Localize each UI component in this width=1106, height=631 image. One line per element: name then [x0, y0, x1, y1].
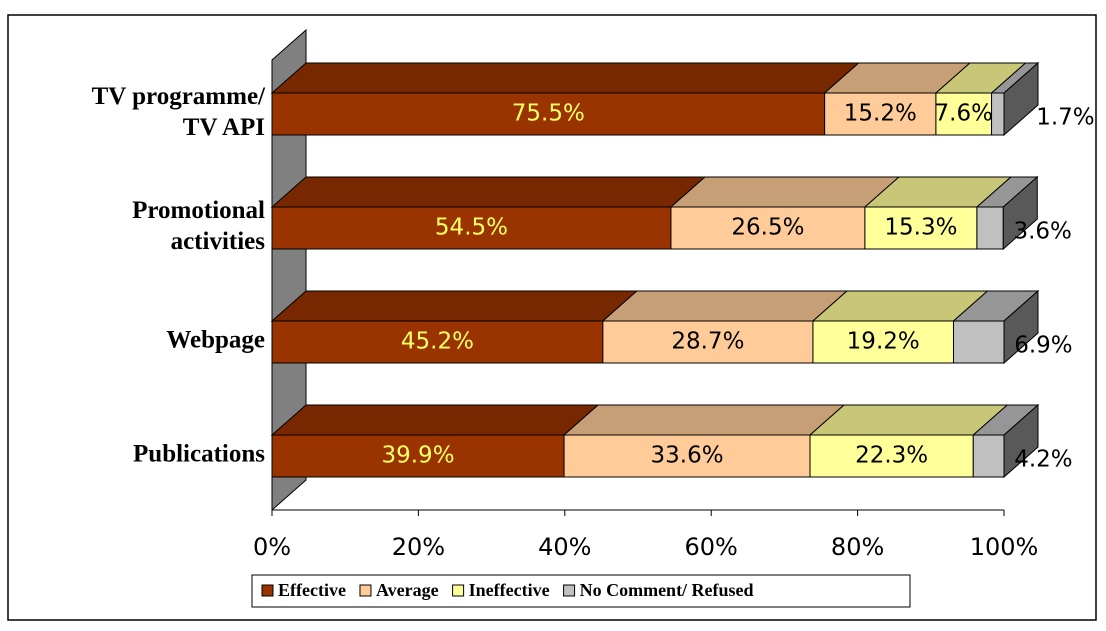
data-label: 39.9% [381, 443, 454, 469]
data-label: 26.5% [731, 215, 804, 241]
bar-top [270, 290, 639, 322]
bar-top [270, 62, 860, 94]
x-tick-label: 20% [392, 533, 445, 561]
data-label: 4.2% [1014, 447, 1072, 473]
bar [271, 434, 565, 478]
bar-top [601, 290, 849, 322]
category-label: Publications [133, 441, 265, 468]
x-tick-label: 60% [685, 533, 738, 561]
legend-label: No Comment/ Refused [580, 580, 754, 600]
data-label: 45.2% [401, 329, 474, 355]
bar [991, 92, 1005, 136]
legend-label: Ineffective [469, 580, 550, 600]
bar [670, 206, 866, 250]
legend-swatch [563, 584, 576, 597]
bar-side [1003, 61, 1039, 137]
bar-side [1003, 403, 1039, 479]
bar-top [270, 404, 600, 436]
bar-top [270, 176, 707, 208]
x-tick-label: 100% [970, 533, 1039, 561]
bar [809, 434, 974, 478]
bar [563, 434, 811, 478]
category-label: Webpage [166, 327, 265, 354]
bar [812, 320, 954, 364]
bar [952, 320, 1005, 364]
data-label: 3.6% [1013, 219, 1071, 245]
bar [271, 206, 672, 250]
data-label: 7.6% [935, 101, 993, 127]
bar-top [562, 404, 846, 436]
data-label: 28.7% [671, 329, 744, 355]
data-label: 1.7% [1036, 105, 1094, 131]
data-label: 15.2% [844, 101, 917, 127]
x-tick-label: 0% [253, 533, 291, 561]
data-label: 15.3% [884, 215, 957, 241]
category-label: Promotional [132, 197, 265, 224]
bar [864, 206, 978, 250]
category-label: TV API [183, 114, 265, 141]
category-label: activities [171, 228, 266, 255]
legend-swatch [452, 584, 465, 597]
data-label: 22.3% [855, 443, 928, 469]
legend-label: Average [376, 580, 439, 600]
data-label: 6.9% [1014, 333, 1072, 359]
legend-swatch [261, 584, 274, 597]
data-label: 33.6% [651, 443, 724, 469]
bar [976, 206, 1004, 250]
bar-top [669, 176, 901, 208]
bar-side [1002, 175, 1038, 251]
bar [824, 92, 937, 136]
legend-label: Effective [278, 580, 346, 600]
x-tick-label: 80% [831, 533, 884, 561]
data-label: 19.2% [847, 329, 920, 355]
category-label: TV programme/ [92, 83, 266, 110]
x-tick-label: 40% [538, 533, 591, 561]
data-label: 54.5% [435, 215, 508, 241]
bar [602, 320, 814, 364]
bar [972, 434, 1005, 478]
bar [935, 92, 993, 136]
legend-swatch [359, 584, 372, 597]
data-label: 75.5% [512, 101, 585, 127]
bar-side [1003, 289, 1039, 365]
